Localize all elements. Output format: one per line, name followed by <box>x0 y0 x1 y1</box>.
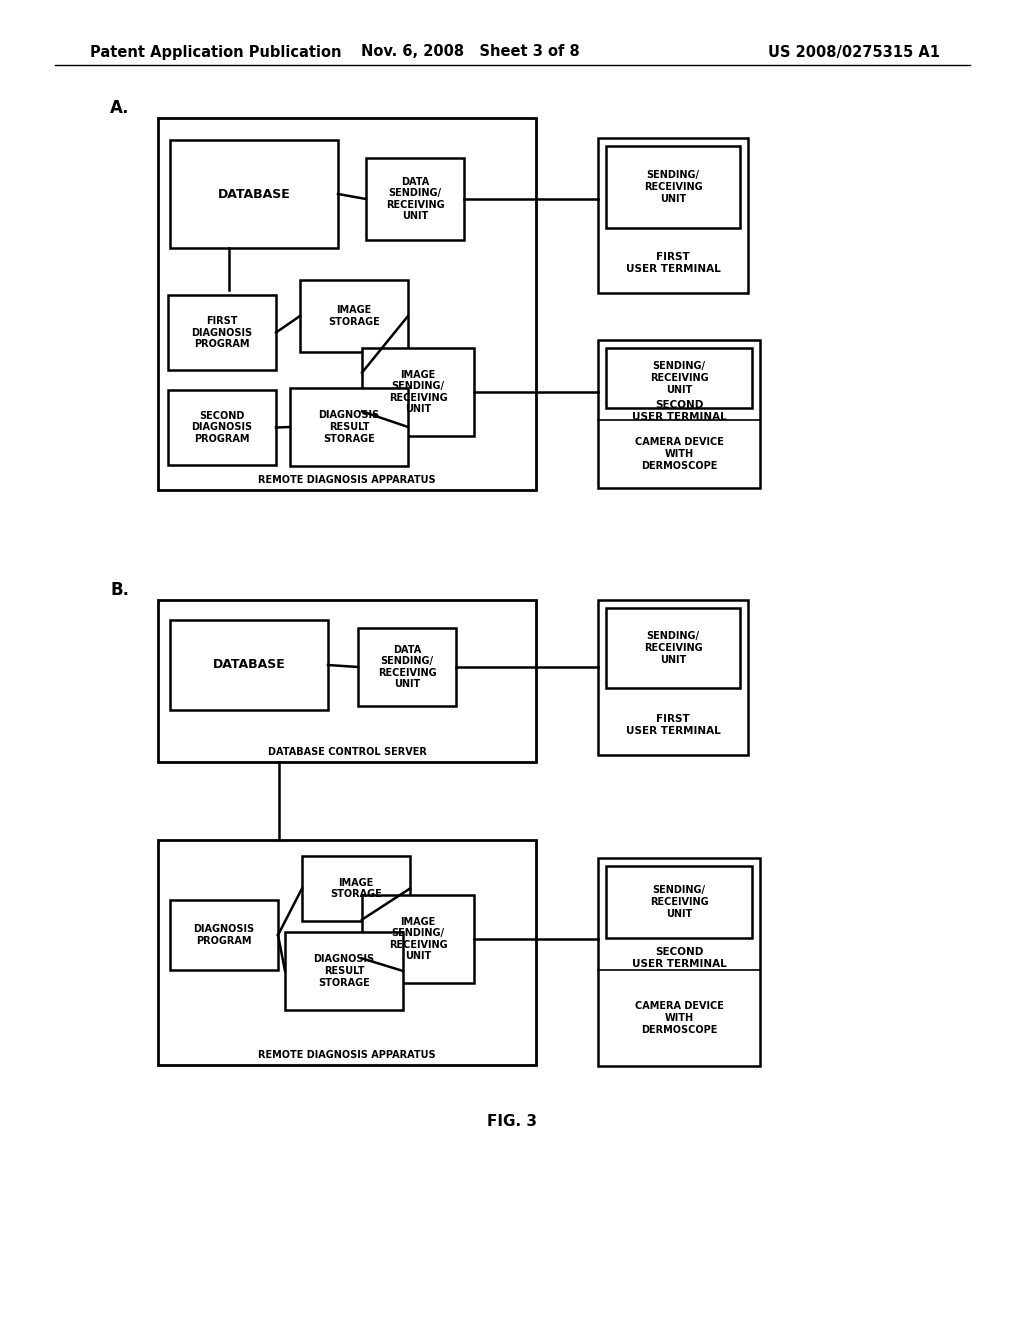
Bar <box>302 855 410 921</box>
Text: IMAGE
STORAGE: IMAGE STORAGE <box>330 878 382 899</box>
Text: SECOND
DIAGNOSIS
PROGRAM: SECOND DIAGNOSIS PROGRAM <box>191 411 253 444</box>
Text: Nov. 6, 2008   Sheet 3 of 8: Nov. 6, 2008 Sheet 3 of 8 <box>360 45 580 59</box>
Text: DIAGNOSIS
RESULT
STORAGE: DIAGNOSIS RESULT STORAGE <box>313 954 375 987</box>
Text: SENDING/
RECEIVING
UNIT: SENDING/ RECEIVING UNIT <box>649 362 709 395</box>
Text: SECOND
USER TERMINAL: SECOND USER TERMINAL <box>632 948 726 969</box>
Text: DATABASE CONTROL SERVER: DATABASE CONTROL SERVER <box>267 747 426 756</box>
Text: A.: A. <box>110 99 129 117</box>
Bar <box>168 294 276 370</box>
Bar <box>170 620 328 710</box>
Bar <box>598 601 748 755</box>
Bar <box>598 139 748 293</box>
Text: FIRST
DIAGNOSIS
PROGRAM: FIRST DIAGNOSIS PROGRAM <box>191 315 253 348</box>
Text: Patent Application Publication: Patent Application Publication <box>90 45 341 59</box>
Bar <box>290 388 408 466</box>
Bar <box>158 117 536 490</box>
Bar <box>358 628 456 706</box>
Text: SENDING/
RECEIVING
UNIT: SENDING/ RECEIVING UNIT <box>649 886 709 919</box>
Bar <box>170 140 338 248</box>
Text: IMAGE
SENDING/
RECEIVING
UNIT: IMAGE SENDING/ RECEIVING UNIT <box>389 370 447 414</box>
Text: DATA
SENDING/
RECEIVING
UNIT: DATA SENDING/ RECEIVING UNIT <box>378 644 436 689</box>
Bar <box>606 609 740 688</box>
Text: CAMERA DEVICE
WITH
DERMOSCOPE: CAMERA DEVICE WITH DERMOSCOPE <box>635 437 723 471</box>
Text: B.: B. <box>110 581 129 599</box>
Text: SENDING/
RECEIVING
UNIT: SENDING/ RECEIVING UNIT <box>644 170 702 203</box>
Text: SENDING/
RECEIVING
UNIT: SENDING/ RECEIVING UNIT <box>644 631 702 664</box>
Bar <box>366 158 464 240</box>
Bar <box>606 348 752 408</box>
Bar <box>598 858 760 1067</box>
Text: DATABASE: DATABASE <box>213 659 286 672</box>
Text: DATA
SENDING/
RECEIVING
UNIT: DATA SENDING/ RECEIVING UNIT <box>386 177 444 222</box>
Text: DIAGNOSIS
PROGRAM: DIAGNOSIS PROGRAM <box>194 924 255 946</box>
Bar <box>606 147 740 228</box>
Text: FIG. 3: FIG. 3 <box>487 1114 537 1130</box>
Text: IMAGE
STORAGE: IMAGE STORAGE <box>328 305 380 327</box>
Text: US 2008/0275315 A1: US 2008/0275315 A1 <box>768 45 940 59</box>
Text: REMOTE DIAGNOSIS APPARATUS: REMOTE DIAGNOSIS APPARATUS <box>258 1049 436 1060</box>
Text: REMOTE DIAGNOSIS APPARATUS: REMOTE DIAGNOSIS APPARATUS <box>258 475 436 484</box>
Bar <box>158 601 536 762</box>
Bar <box>362 348 474 436</box>
Bar <box>606 866 752 939</box>
Text: FIRST
USER TERMINAL: FIRST USER TERMINAL <box>626 714 720 735</box>
Bar <box>598 341 760 488</box>
Text: FIRST
USER TERMINAL: FIRST USER TERMINAL <box>626 252 720 273</box>
Text: CAMERA DEVICE
WITH
DERMOSCOPE: CAMERA DEVICE WITH DERMOSCOPE <box>635 1002 723 1035</box>
Text: IMAGE
SENDING/
RECEIVING
UNIT: IMAGE SENDING/ RECEIVING UNIT <box>389 916 447 961</box>
Text: SECOND
USER TERMINAL: SECOND USER TERMINAL <box>632 400 726 422</box>
Bar <box>362 895 474 983</box>
Bar <box>158 840 536 1065</box>
Bar <box>170 900 278 970</box>
Text: DIAGNOSIS
RESULT
STORAGE: DIAGNOSIS RESULT STORAGE <box>318 411 380 444</box>
Bar <box>285 932 403 1010</box>
Text: DATABASE: DATABASE <box>218 187 291 201</box>
Bar <box>168 389 276 465</box>
Bar <box>300 280 408 352</box>
